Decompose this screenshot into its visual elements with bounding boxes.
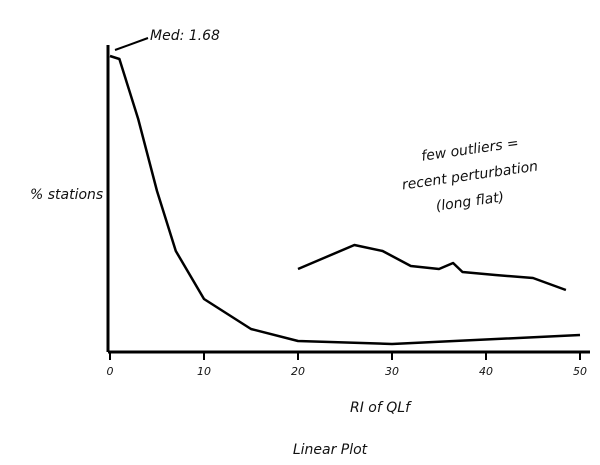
- x-tick-label: 0: [107, 365, 114, 378]
- note: few outliers =: [420, 135, 519, 164]
- annotation-arrow: [114, 37, 149, 51]
- line: [109, 54, 581, 346]
- line: [297, 243, 567, 292]
- y-axis-label: % stations: [30, 187, 103, 203]
- subtitle: Linear Plot: [293, 442, 368, 458]
- x-tick-label: 50: [573, 365, 587, 378]
- x-tick-label: 30: [385, 365, 399, 378]
- annotation: Med: 1.68: [150, 28, 220, 44]
- x-tick-label: 10: [197, 365, 211, 378]
- x-tick-label: 20: [291, 365, 305, 378]
- note: (long flat): [435, 189, 505, 214]
- x-axis-label: RI of QLf: [350, 400, 412, 416]
- x-tick-label: 40: [479, 365, 493, 378]
